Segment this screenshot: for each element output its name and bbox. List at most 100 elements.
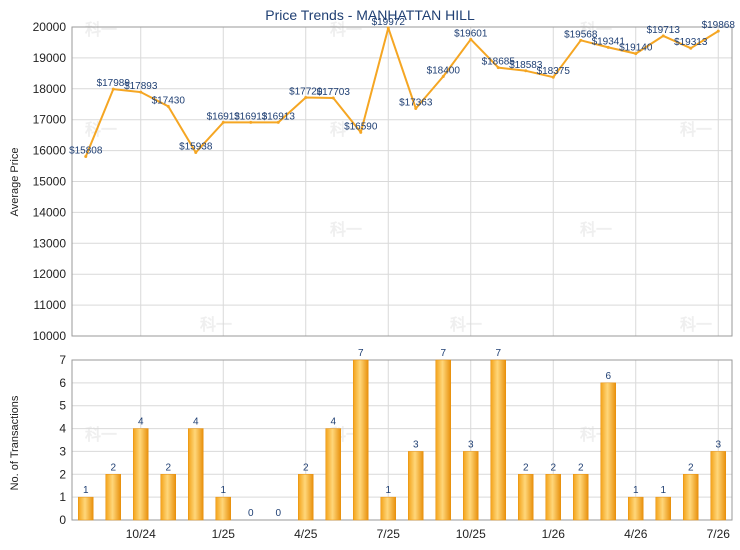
price-point-label: $18375 [537, 66, 571, 77]
price-point-label: $19601 [454, 28, 488, 39]
price-tick-label: 10000 [33, 329, 67, 343]
transaction-bar [105, 474, 121, 521]
price-point-label: $17893 [124, 81, 158, 92]
x-tick-label: 7/25 [377, 527, 401, 541]
price-point-label: $15938 [179, 142, 213, 153]
transaction-bar-label: 2 [110, 462, 116, 473]
transaction-bar [463, 451, 479, 521]
transactions-tick-label: 0 [59, 513, 66, 527]
price-point-label: $19140 [619, 43, 653, 54]
price-point [414, 106, 418, 110]
price-point [359, 130, 363, 134]
price-point [716, 29, 720, 33]
transaction-bar-label: 0 [248, 508, 254, 519]
transaction-bar-label: 3 [468, 439, 474, 450]
transaction-bar [435, 359, 451, 521]
chart-title: Price Trends - MANHATTAN HILL [265, 7, 475, 23]
price-point-label: $16913 [207, 111, 241, 122]
price-point [194, 151, 198, 155]
watermark-text: 科一 [580, 220, 612, 239]
price-point [276, 120, 280, 124]
watermark-text: 科一 [450, 315, 482, 334]
transaction-bar [490, 359, 506, 521]
price-point-label: $16913 [234, 111, 268, 122]
price-point [331, 96, 335, 100]
transaction-bar-label: 4 [138, 417, 144, 428]
price-tick-label: 11000 [34, 298, 67, 312]
transaction-bar-label: 1 [385, 485, 391, 496]
transaction-bar [655, 496, 671, 521]
price-point-label: $19313 [674, 37, 708, 48]
price-point-label: $18685 [482, 57, 516, 68]
price-plot-frame [71, 26, 733, 337]
price-point [304, 95, 308, 99]
price-point-label: $17363 [399, 97, 433, 108]
price-point-label: $17720 [289, 86, 323, 97]
transaction-bar [325, 428, 341, 521]
price-tick-label: 12000 [33, 267, 67, 281]
price-point [249, 120, 253, 124]
price-point-label: $19568 [564, 29, 598, 40]
transaction-bar [188, 428, 204, 521]
price-point-label: $16913 [262, 111, 296, 122]
transactions-tick-label: 1 [59, 490, 66, 504]
transaction-bar-label: 2 [303, 462, 309, 473]
price-point-label: $19341 [592, 36, 626, 47]
x-tick-label: 4/26 [624, 527, 648, 541]
x-tick-label: 7/26 [707, 527, 731, 541]
price-point-label: $17989 [97, 78, 131, 89]
x-tick-label: 4/25 [294, 527, 318, 541]
transaction-bar [353, 359, 369, 521]
price-point [111, 87, 115, 91]
price-point-label: $15808 [69, 146, 103, 157]
transaction-bar [545, 474, 561, 521]
price-point [579, 38, 583, 42]
transaction-bar-label: 2 [688, 462, 694, 473]
x-tick-label: 10/25 [456, 527, 486, 541]
x-tick-label: 1/26 [542, 527, 566, 541]
price-point [166, 104, 170, 108]
price-point-label: $19868 [702, 20, 736, 31]
transactions-tick-label: 6 [59, 376, 66, 390]
price-point [689, 46, 693, 50]
price-point-label: $17430 [152, 95, 186, 106]
transactions-tick-label: 4 [59, 422, 66, 436]
price-point-label: $19972 [372, 17, 406, 28]
transaction-bar [628, 496, 644, 521]
transaction-bar [298, 474, 314, 521]
price-point [551, 75, 555, 79]
transactions-axis-title: No. of Transactions [9, 395, 21, 490]
transaction-bar-label: 7 [495, 348, 501, 359]
price-point-label: $19713 [647, 25, 681, 36]
transaction-bar-label: 7 [358, 348, 364, 359]
price-tick-label: 14000 [33, 205, 67, 219]
transactions-tick-label: 3 [59, 444, 66, 458]
price-point-label: $18583 [509, 60, 543, 71]
price-point [496, 66, 500, 70]
transactions-plot-frame [71, 359, 733, 521]
price-tick-label: 15000 [33, 175, 67, 189]
transaction-bar-label: 2 [165, 462, 171, 473]
price-tick-label: 19000 [33, 51, 67, 65]
transaction-bar [408, 451, 424, 521]
price-tick-label: 16000 [33, 144, 67, 158]
transaction-bar-label: 4 [330, 417, 336, 428]
transactions-tick-label: 2 [59, 467, 66, 481]
watermark-text: 科一 [330, 220, 362, 239]
transaction-bar-label: 4 [193, 417, 199, 428]
transaction-bar-label: 3 [413, 439, 419, 450]
price-line [84, 26, 719, 157]
watermark-text: 科一 [200, 315, 232, 334]
transaction-bar [573, 474, 589, 521]
transaction-bar-label: 1 [633, 485, 639, 496]
price-point [221, 120, 225, 124]
watermark-text: 科一 [580, 20, 612, 39]
transaction-bar-label: 6 [605, 371, 611, 382]
transaction-bar-label: 1 [220, 485, 226, 496]
transaction-bar [78, 496, 94, 521]
price-point [524, 69, 528, 73]
price-axis-title: Average Price [9, 148, 21, 217]
transactions-tick-label: 7 [59, 353, 66, 367]
watermark-text: 科一 [680, 315, 712, 334]
